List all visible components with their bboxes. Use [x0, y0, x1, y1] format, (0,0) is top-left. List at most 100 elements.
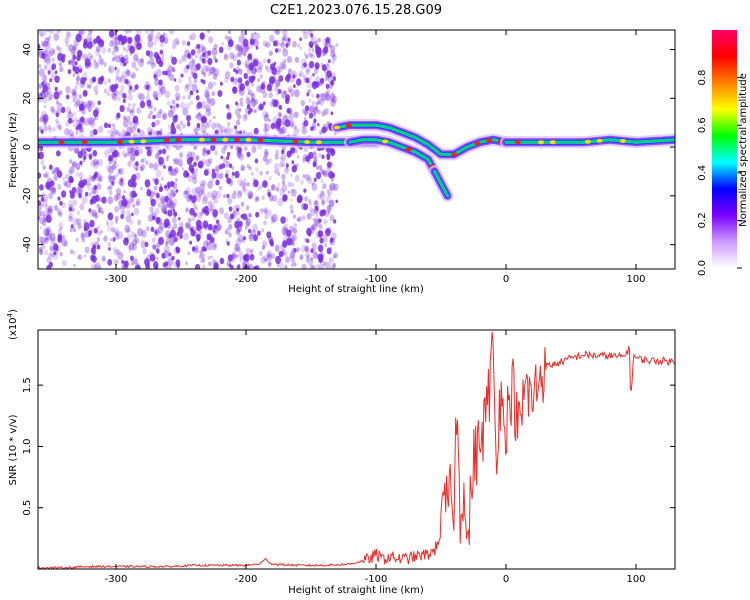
noise-point [128, 191, 135, 199]
noise-point [298, 70, 304, 78]
noise-point [207, 50, 212, 56]
noise-point [89, 152, 93, 158]
noise-point [113, 89, 119, 97]
noise-point [221, 42, 224, 46]
noise-point [150, 198, 156, 207]
noise-point [41, 80, 47, 89]
noise-point [116, 193, 121, 200]
noise-point [227, 197, 233, 205]
noise-point [39, 248, 44, 255]
noise-point [116, 96, 121, 102]
noise-point [286, 38, 291, 46]
noise-point [224, 71, 231, 79]
noise-point [195, 186, 201, 194]
noise-point [72, 208, 75, 213]
noise-point [142, 157, 146, 162]
noise-point [275, 186, 280, 192]
noise-point [87, 41, 93, 49]
noise-point [178, 217, 181, 221]
noise-point [54, 86, 58, 92]
noise-point [187, 175, 193, 182]
noise-point [73, 38, 80, 47]
noise-point [246, 163, 250, 169]
noise-point [309, 52, 313, 58]
noise-point [176, 262, 181, 269]
noise-point [203, 64, 206, 69]
noise-point [80, 233, 86, 241]
noise-point [247, 91, 251, 96]
noise-point [281, 162, 285, 168]
noise-point [134, 84, 139, 90]
noise-point [237, 82, 243, 89]
noise-point [262, 58, 267, 64]
noise-point [92, 128, 96, 132]
noise-point [132, 238, 138, 246]
noise-point [250, 97, 256, 104]
noise-point [188, 34, 193, 41]
noise-point [136, 42, 142, 50]
noise-point [190, 229, 196, 237]
noise-point [311, 151, 317, 159]
noise-point [317, 99, 321, 105]
noise-point [317, 193, 322, 200]
noise-point [79, 160, 83, 165]
noise-point [219, 81, 223, 86]
noise-point [284, 119, 291, 128]
noise-point [127, 36, 133, 44]
noise-point [114, 205, 120, 213]
noise-point [38, 200, 42, 206]
noise-point [329, 162, 333, 167]
noise-point [241, 237, 246, 244]
noise-point [274, 79, 281, 87]
noise-point [325, 37, 330, 44]
noise-point [43, 217, 47, 222]
noise-point [129, 86, 134, 93]
noise-point [210, 66, 216, 75]
noise-point [213, 242, 218, 248]
noise-point [206, 149, 211, 155]
noise-point [171, 202, 176, 209]
noise-point [290, 173, 293, 178]
noise-point [313, 156, 318, 163]
noise-point [316, 263, 320, 269]
noise-point [212, 264, 219, 269]
noise-point [95, 171, 100, 177]
noise-point [160, 197, 165, 205]
noise-point [44, 74, 47, 78]
ridge-hotspot [222, 137, 229, 142]
noise-point [115, 230, 119, 235]
noise-point [262, 40, 267, 47]
noise-point [254, 196, 259, 203]
noise-point [185, 207, 189, 213]
noise-point [235, 78, 239, 83]
noise-point [165, 237, 171, 245]
noise-point [322, 261, 327, 266]
noise-point [88, 229, 93, 236]
noise-point [80, 232, 85, 239]
noise-point [72, 217, 79, 226]
noise-point [244, 114, 248, 119]
noise-point [53, 91, 60, 100]
noise-point [186, 114, 191, 122]
noise-point [106, 164, 112, 173]
noise-point [331, 91, 334, 96]
noise-point [306, 212, 312, 220]
noise-point [153, 185, 158, 191]
noise-point [96, 203, 100, 209]
noise-point [291, 188, 295, 194]
noise-point [130, 260, 135, 266]
noise-point [329, 182, 336, 191]
noise-point [205, 104, 211, 113]
noise-point [227, 30, 231, 35]
noise-point [274, 85, 279, 92]
ridge-hotspot [315, 140, 322, 145]
noise-point [279, 61, 286, 69]
noise-point [130, 147, 137, 156]
noise-point [76, 76, 80, 82]
noise-point [129, 109, 135, 117]
noise-point [310, 209, 316, 217]
noise-point [291, 240, 295, 245]
noise-point [133, 162, 140, 171]
ridge-hotspot [245, 137, 252, 142]
snr-frame [37, 329, 676, 570]
